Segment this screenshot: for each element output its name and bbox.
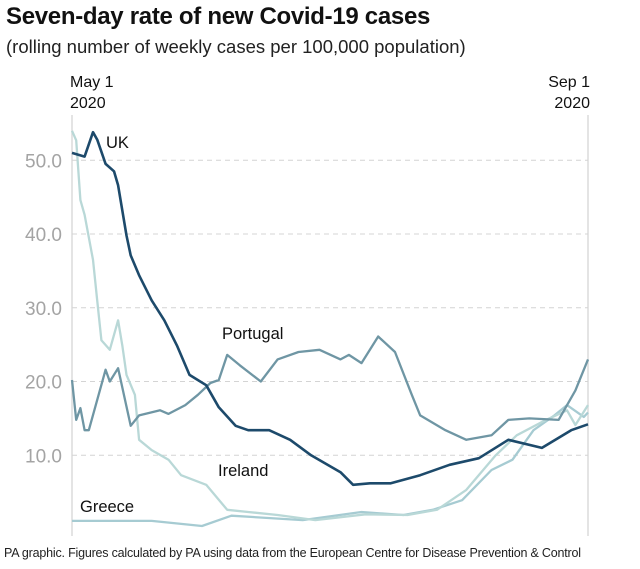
series-line-portugal: [70, 335, 590, 441]
series-label-ireland: Ireland: [218, 462, 268, 480]
y-tick-label: 10.0: [25, 446, 62, 467]
chart-title: Seven-day rate of new Covid-19 cases: [6, 3, 431, 30]
series-line-greece: [72, 403, 589, 528]
x-tick-label-sep-line1: Sep 1: [548, 74, 590, 91]
series-line-ireland: [70, 130, 589, 522]
series-label-uk: UK: [106, 134, 129, 152]
series-label-greece: Greece: [80, 498, 134, 516]
source-footnote: PA graphic. Figures calculated by PA usi…: [4, 546, 581, 560]
chart-subtitle: (rolling number of weekly cases per 100,…: [6, 36, 466, 57]
y-tick-label: 30.0: [25, 299, 62, 320]
y-tick-label: 20.0: [25, 373, 62, 394]
x-tick-label-sep-line2: 2020: [554, 95, 590, 112]
series-label-portugal: Portugal: [222, 325, 283, 343]
x-tick-label-may-line1: May 1: [70, 74, 114, 91]
y-tick-label: 40.0: [25, 225, 62, 246]
y-tick-label: 50.0: [25, 151, 62, 172]
series-line-uk: [71, 130, 589, 487]
x-tick-label-may-line2: 2020: [70, 95, 106, 112]
